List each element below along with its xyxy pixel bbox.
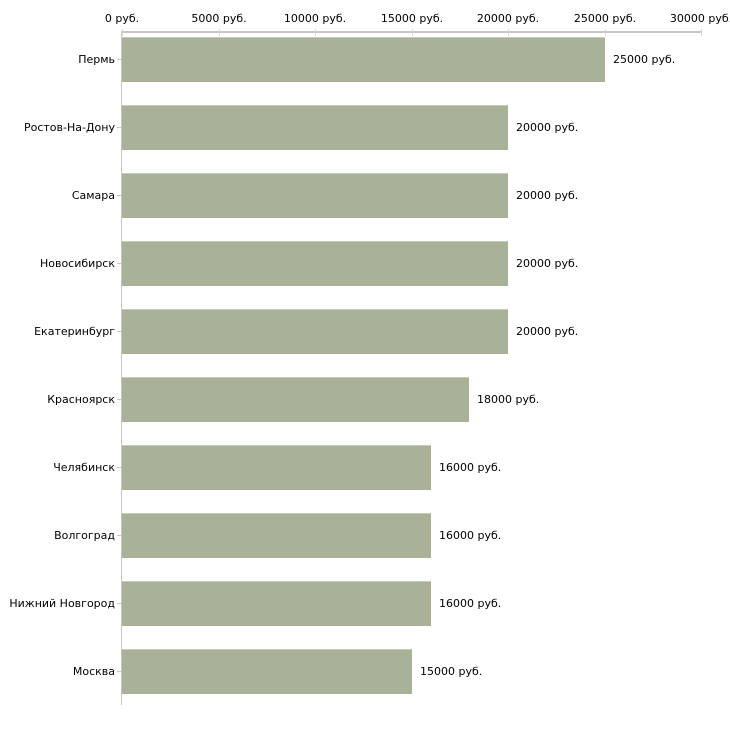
bar — [122, 377, 469, 422]
value-label: 16000 руб. — [439, 597, 502, 610]
x-tick-mark — [701, 29, 702, 36]
value-label: 20000 руб. — [516, 325, 579, 338]
bar — [122, 649, 412, 694]
category-label: Ростов-На-Дону — [23, 121, 115, 134]
bar — [122, 445, 431, 490]
bar — [122, 173, 508, 218]
x-tick-mark — [315, 29, 316, 36]
category-label: Самара — [71, 189, 115, 202]
value-label: 15000 руб. — [420, 665, 483, 678]
x-tick-label: 25000 руб. — [573, 12, 637, 25]
category-label: Нижний Новгород — [9, 597, 115, 610]
y-tick-mark — [117, 603, 121, 604]
category-label: Екатеринбург — [34, 325, 115, 338]
y-tick-mark — [117, 467, 121, 468]
x-axis-line — [121, 31, 701, 33]
y-tick-mark — [117, 399, 121, 400]
x-tick-label: 15000 руб. — [380, 12, 444, 25]
x-tick-mark — [122, 29, 123, 36]
x-tick-mark — [605, 29, 606, 36]
x-tick-label: 30000 руб. — [669, 12, 730, 25]
x-tick-label: 20000 руб. — [476, 12, 540, 25]
category-label: Челябинск — [53, 461, 115, 474]
y-tick-mark — [117, 59, 121, 60]
value-label: 20000 руб. — [516, 189, 579, 202]
category-label: Пермь — [78, 53, 115, 66]
x-tick-label: 5000 руб. — [191, 12, 247, 25]
category-label: Красноярск — [47, 393, 115, 406]
x-tick-mark — [412, 29, 413, 36]
bar — [122, 309, 508, 354]
bar — [122, 105, 508, 150]
y-axis-line — [121, 31, 122, 705]
value-label: 20000 руб. — [516, 121, 579, 134]
bar — [122, 241, 508, 286]
value-label: 16000 руб. — [439, 529, 502, 542]
x-tick-label: 0 руб. — [104, 12, 140, 25]
bar — [122, 37, 605, 82]
value-label: 18000 руб. — [477, 393, 540, 406]
y-tick-mark — [117, 331, 121, 332]
value-label: 20000 руб. — [516, 257, 579, 270]
bar — [122, 513, 431, 558]
x-tick-label: 10000 руб. — [283, 12, 347, 25]
y-tick-mark — [117, 535, 121, 536]
category-label: Москва — [72, 665, 115, 678]
y-tick-mark — [117, 671, 121, 672]
bar — [122, 581, 431, 626]
y-tick-mark — [117, 263, 121, 264]
x-tick-mark — [219, 29, 220, 36]
x-tick-mark — [508, 29, 509, 36]
category-label: Новосибирск — [39, 257, 115, 270]
y-tick-mark — [117, 195, 121, 196]
category-label: Волгоград — [54, 529, 115, 542]
value-label: 16000 руб. — [439, 461, 502, 474]
value-label: 25000 руб. — [613, 53, 676, 66]
y-tick-mark — [117, 127, 121, 128]
